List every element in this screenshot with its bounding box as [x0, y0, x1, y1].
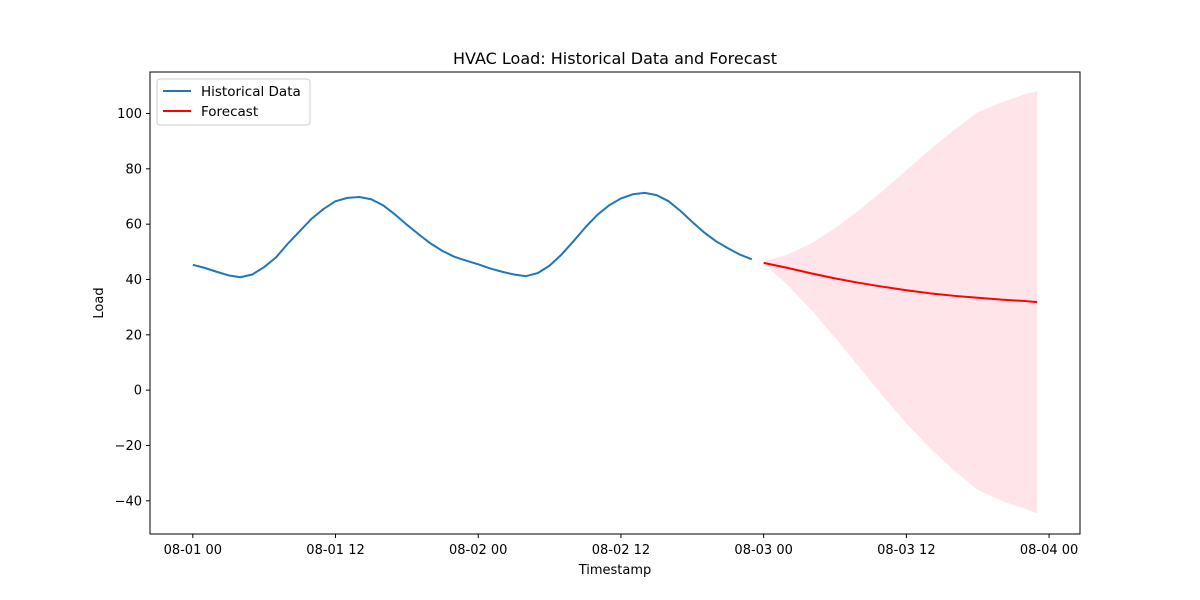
- x-axis-label: Timestamp: [578, 563, 652, 578]
- y-tick-label: 100: [117, 107, 142, 122]
- chart-title: HVAC Load: Historical Data and Forecast: [453, 49, 777, 68]
- legend-box: [156, 78, 311, 126]
- x-tick-label: 08-04 00: [1020, 543, 1078, 558]
- y-tick-label: 60: [125, 218, 142, 233]
- x-tick-label: 08-03 00: [734, 543, 792, 558]
- x-tick-label: 08-02 12: [592, 543, 650, 558]
- y-tick-label: 80: [125, 162, 142, 177]
- series-line-forecast: [763, 261, 1038, 304]
- y-tick-label: −40: [115, 494, 142, 509]
- forecast-interval-layer: [763, 91, 1038, 514]
- forecast-confidence-band: [763, 91, 1038, 514]
- y-tick-label: −20: [115, 439, 142, 454]
- legend-label-forecast: Forecast: [201, 104, 258, 120]
- x-tick-label: 08-01 00: [164, 543, 222, 558]
- y-tick-label: 0: [134, 384, 142, 399]
- series-layer: [192, 191, 1038, 304]
- x-tick-label: 08-01 12: [306, 543, 364, 558]
- legend: Historical Data Forecast: [156, 78, 311, 126]
- legend-label-historical: Historical Data: [201, 84, 301, 100]
- y-axis-label: Load: [92, 287, 107, 318]
- x-axis-ticks: 08-01 00 08-01 12 08-02 00 08-02 12 08-03 00…: [164, 534, 1078, 558]
- x-tick-label: 08-02 00: [449, 543, 507, 558]
- plot-area-frame: [149, 71, 1081, 535]
- x-tick-label: 08-03 12: [877, 543, 935, 558]
- y-tick-label: 20: [125, 328, 142, 343]
- y-tick-label: 40: [125, 273, 142, 288]
- y-axis-ticks: −40 −20 0 20 40 60 80 100: [115, 107, 150, 509]
- series-line-historical: [192, 191, 753, 279]
